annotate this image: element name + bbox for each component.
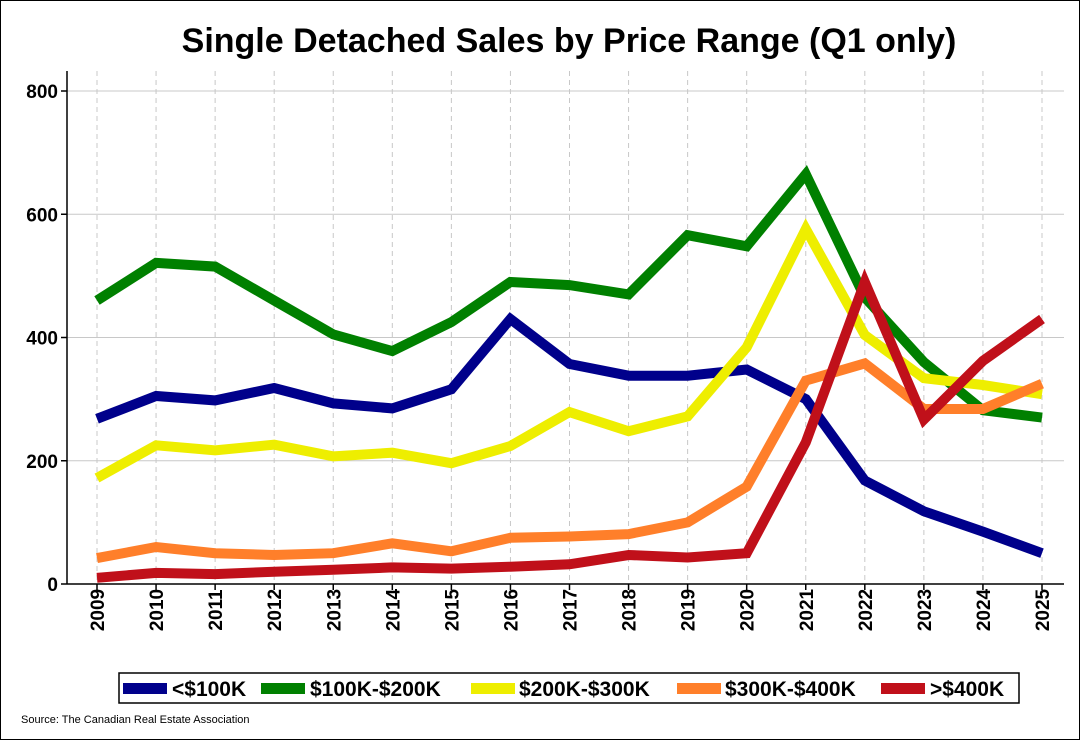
legend-label-4: >$400K [930, 678, 1004, 701]
source-note: Source: The Canadian Real Estate Associa… [21, 714, 250, 726]
x-tick-label: 2016 [501, 589, 522, 631]
series-line-3 [96, 357, 1044, 564]
series-line-0 [95, 312, 1044, 558]
x-tick-label: 2024 [974, 588, 995, 631]
x-tick-label: 2011 [206, 589, 227, 631]
x-tick-label: 2020 [738, 589, 759, 631]
y-tick-label: 0 [47, 575, 58, 596]
x-tick-label: 2021 [797, 588, 818, 631]
x-tick-label: 2017 [561, 589, 582, 631]
tick-label-layer: 0 200 400 600 800 2009 2010 2011 2012 2013 2014 201… [26, 82, 1054, 631]
x-tick-label: 2018 [620, 589, 641, 631]
y-tick-label: 800 [26, 82, 58, 103]
legend-swatch-1 [261, 683, 305, 694]
legend-label-3: $300K-$400K [725, 678, 856, 701]
x-tick-label: 2019 [679, 589, 700, 631]
legend-label-2: $200K-$300K [519, 678, 650, 701]
x-tick-label: 2013 [324, 589, 345, 631]
x-tick-label: 2012 [265, 589, 286, 631]
y-tick-label: 600 [26, 205, 58, 226]
legend: <$100K $100K-$200K $200K-$300K $300K-$400K >… [118, 672, 1020, 704]
legend-label-1: $100K-$200K [310, 678, 441, 701]
x-tick-label: 2010 [147, 589, 168, 631]
series-layer [94, 164, 1045, 583]
y-tick-label: 400 [26, 329, 58, 350]
x-tick-label: 2014 [383, 588, 404, 631]
series-line-4 [96, 268, 1045, 583]
x-tick-label: 2022 [856, 589, 877, 631]
x-tick-label: 2023 [915, 589, 936, 631]
legend-swatch-0 [123, 683, 167, 694]
x-tick-label: 2015 [442, 588, 463, 631]
legend-swatch-3 [677, 683, 721, 694]
series-line-2 [94, 218, 1043, 483]
legend-label-0: <$100K [172, 678, 246, 701]
x-tick-label: 2025 [1033, 588, 1054, 631]
y-tick-label: 200 [26, 452, 58, 473]
axis-layer [61, 71, 1064, 590]
legend-swatch-2 [471, 683, 515, 694]
x-tick-label: 2009 [88, 589, 109, 631]
legend-swatch-4 [881, 683, 925, 694]
chart-title: Single Detached Sales by Price Range (Q1… [182, 22, 957, 60]
